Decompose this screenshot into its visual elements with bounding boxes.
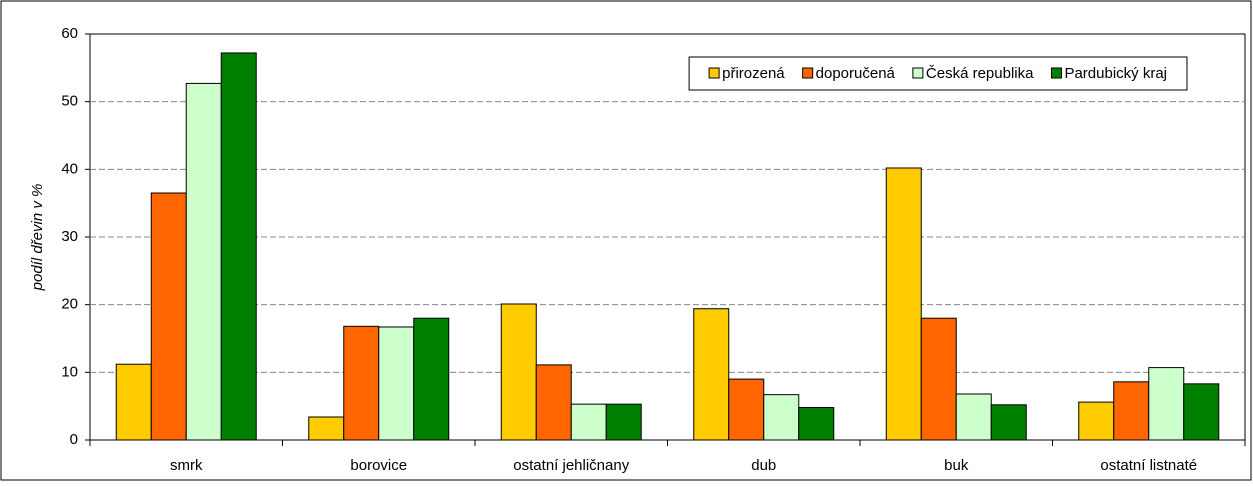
x-tick-label: ostatní jehličnany — [513, 457, 629, 474]
bar — [955, 393, 992, 441]
bar — [798, 407, 835, 441]
bar — [308, 416, 345, 441]
bar — [220, 52, 257, 441]
y-tick-label: 0 — [70, 431, 78, 448]
y-tick-label: 40 — [61, 160, 78, 177]
bar — [1113, 381, 1150, 441]
bar — [728, 378, 765, 441]
y-axis-label: podíl dřevin v % — [29, 184, 46, 292]
bar — [500, 303, 537, 441]
bar — [1078, 401, 1115, 441]
legend-swatch — [1050, 67, 1062, 79]
y-tick-label: 30 — [61, 228, 78, 245]
legend-swatch — [912, 67, 924, 79]
legend-label: přirozená — [722, 65, 785, 82]
bar — [605, 403, 642, 441]
x-tick-label: dub — [751, 457, 776, 474]
bar — [1183, 383, 1220, 441]
x-tick-label: ostatní listnaté — [1100, 457, 1197, 474]
bar — [535, 364, 572, 441]
bar — [378, 326, 415, 441]
bar — [115, 363, 152, 441]
bar — [1148, 367, 1185, 441]
bar — [763, 394, 800, 441]
x-tick-label: buk — [944, 457, 969, 474]
legend-label: Pardubický kraj — [1064, 65, 1167, 82]
x-tick-label: borovice — [350, 457, 407, 474]
legend — [688, 56, 1188, 91]
bar — [570, 403, 607, 441]
bar — [693, 308, 730, 441]
legend-label: Česká republika — [926, 65, 1034, 82]
y-tick-label: 60 — [61, 25, 78, 42]
bar — [150, 192, 187, 441]
bar — [885, 167, 922, 441]
legend-swatch — [802, 67, 814, 79]
bar — [990, 404, 1027, 441]
bar — [920, 317, 957, 441]
legend-label: doporučená — [816, 65, 896, 82]
y-tick-label: 50 — [61, 93, 78, 110]
y-tick-label: 10 — [61, 363, 78, 380]
bar — [343, 325, 380, 441]
legend-swatch — [708, 67, 720, 79]
x-tick-label: smrk — [170, 457, 203, 474]
bar — [185, 82, 222, 441]
y-tick-label: 20 — [61, 296, 78, 313]
bar — [413, 317, 450, 441]
